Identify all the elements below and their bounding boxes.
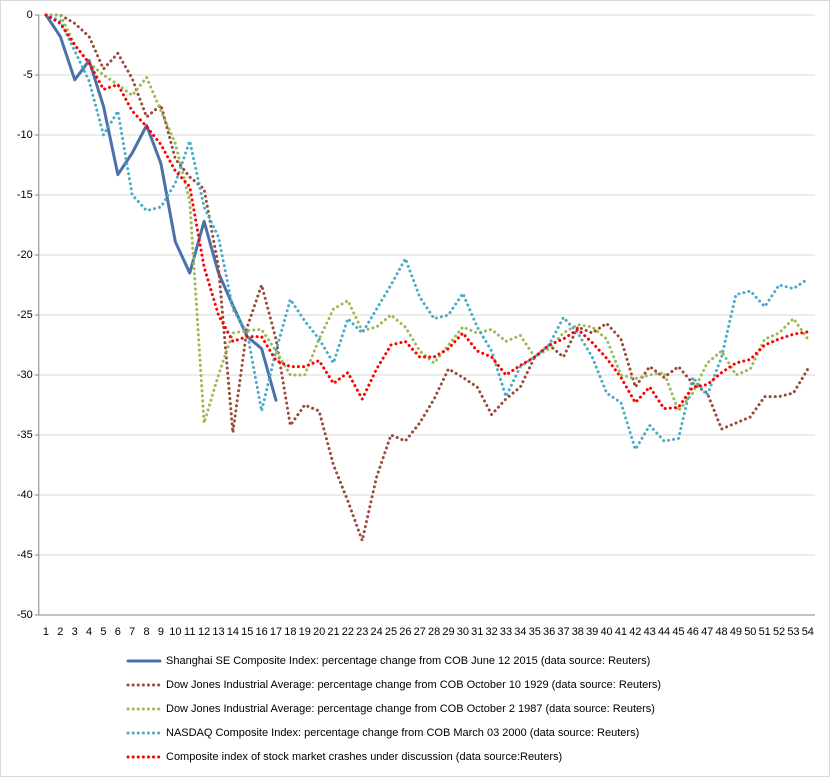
x-tick-label: 39 <box>586 626 598 638</box>
x-tick-label: 7 <box>129 626 135 638</box>
x-tick-label: 46 <box>687 626 699 638</box>
x-tick-label: 41 <box>615 626 627 638</box>
x-tick-label: 42 <box>629 626 641 638</box>
x-tick-label: 36 <box>543 626 555 638</box>
y-tick-label: -30 <box>17 369 33 381</box>
x-tick-label: 18 <box>284 626 296 638</box>
series-line <box>44 13 810 425</box>
x-tick-label: 37 <box>557 626 569 638</box>
x-tick-label: 3 <box>72 626 78 638</box>
x-tick-label: 19 <box>299 626 311 638</box>
x-tick-label: 14 <box>227 626 239 638</box>
series-line <box>44 13 810 411</box>
x-tick-label: 8 <box>144 626 150 638</box>
y-tick-label: -10 <box>17 129 33 141</box>
x-tick-label: 38 <box>572 626 584 638</box>
x-tick-label: 49 <box>730 626 742 638</box>
y-tick-label: -5 <box>23 69 33 81</box>
x-tick-label: 23 <box>356 626 368 638</box>
y-tick-label: 0 <box>27 9 33 21</box>
x-tick-label: 12 <box>198 626 210 638</box>
x-tick-label: 30 <box>457 626 469 638</box>
series-line <box>44 13 810 451</box>
legend-label: NASDAQ Composite Index: percentage chang… <box>166 727 639 739</box>
x-tick-label: 33 <box>500 626 512 638</box>
x-tick-label: 1 <box>43 626 49 638</box>
x-tick-label: 5 <box>100 626 106 638</box>
x-tick-label: 34 <box>514 626 526 638</box>
y-tick-label: -40 <box>17 489 33 501</box>
y-tick-label: -50 <box>17 609 33 621</box>
x-tick-label: 21 <box>327 626 339 638</box>
x-tick-label: 13 <box>212 626 224 638</box>
x-tick-label: 27 <box>414 626 426 638</box>
x-tick-label: 17 <box>270 626 282 638</box>
y-tick-label: -20 <box>17 249 33 261</box>
legend-label: Dow Jones Industrial Average: percentage… <box>166 679 661 691</box>
x-tick-label: 40 <box>600 626 612 638</box>
y-tick-label: -15 <box>17 189 33 201</box>
x-tick-label: 31 <box>471 626 483 638</box>
x-tick-label: 51 <box>759 626 771 638</box>
x-tick-label: 50 <box>744 626 756 638</box>
legend-label: Shanghai SE Composite Index: percentage … <box>166 655 650 667</box>
legend-label: Composite index of stock market crashes … <box>166 751 562 763</box>
x-tick-label: 54 <box>802 626 814 638</box>
y-tick-label: -35 <box>17 429 33 441</box>
x-tick-label: 43 <box>644 626 656 638</box>
x-tick-label: 22 <box>342 626 354 638</box>
x-tick-label: 52 <box>773 626 785 638</box>
series-line <box>44 13 278 402</box>
x-tick-label: 6 <box>115 626 121 638</box>
x-tick-label: 16 <box>255 626 267 638</box>
x-tick-label: 25 <box>385 626 397 638</box>
x-tick-label: 4 <box>86 626 92 638</box>
x-tick-label: 32 <box>485 626 497 638</box>
x-tick-label: 20 <box>313 626 325 638</box>
y-tick-label: -25 <box>17 309 33 321</box>
x-tick-label: 47 <box>701 626 713 638</box>
x-tick-label: 45 <box>672 626 684 638</box>
x-tick-label: 35 <box>529 626 541 638</box>
series-line <box>44 13 810 543</box>
x-tick-label: 53 <box>787 626 799 638</box>
x-tick-label: 10 <box>169 626 181 638</box>
x-tick-label: 26 <box>399 626 411 638</box>
x-tick-label: 29 <box>442 626 454 638</box>
x-tick-label: 9 <box>158 626 164 638</box>
x-tick-label: 44 <box>658 626 670 638</box>
x-tick-label: 24 <box>370 626 382 638</box>
legend-label: Dow Jones Industrial Average: percentage… <box>166 703 655 715</box>
x-tick-label: 2 <box>57 626 63 638</box>
x-tick-label: 15 <box>241 626 253 638</box>
y-tick-label: -45 <box>17 549 33 561</box>
x-tick-label: 28 <box>428 626 440 638</box>
x-tick-label: 11 <box>184 626 195 638</box>
x-tick-label: 48 <box>715 626 727 638</box>
